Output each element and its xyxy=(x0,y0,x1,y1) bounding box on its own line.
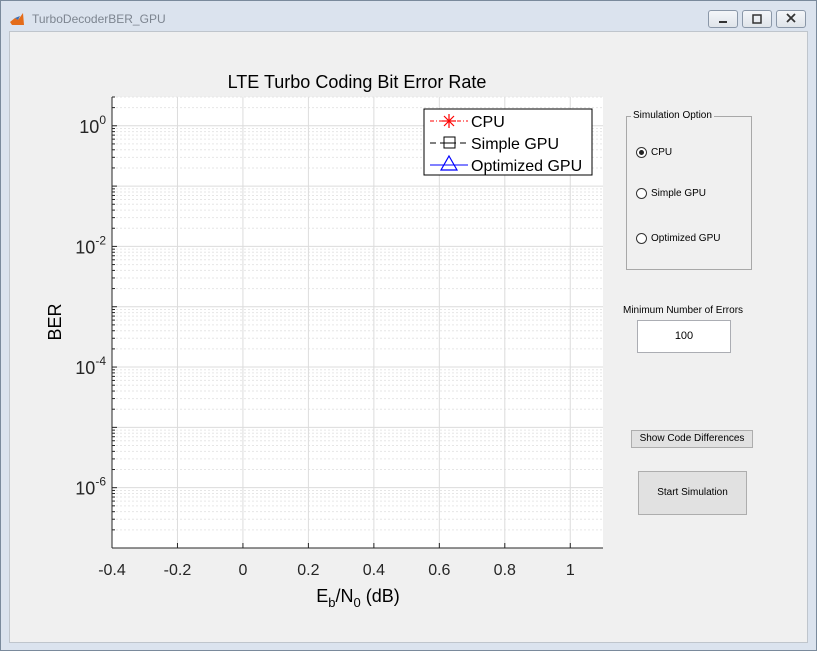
triangle-marker-icon xyxy=(439,154,459,171)
legend-label-optimized-gpu: Optimized GPU xyxy=(471,158,582,175)
radio-button-icon[interactable] xyxy=(636,233,647,244)
y-tick-label: 10-6 xyxy=(75,475,106,499)
y-tick-labels: 100 10-2 10-4 10-6 xyxy=(75,113,106,499)
minimize-icon xyxy=(719,21,727,23)
start-simulation-button[interactable]: Start Simulation xyxy=(638,471,747,515)
x-tick-label: 0.2 xyxy=(297,562,319,579)
x-tick-labels: -0.4 -0.2 0 0.2 0.4 0.6 0.8 1 xyxy=(98,562,575,579)
window-title: TurboDecoderBER_GPU xyxy=(32,12,166,26)
legend-item-optimized-gpu: Optimized GPU xyxy=(430,154,582,175)
radio-label-simple-gpu: Simple GPU xyxy=(651,188,707,199)
x-tick-label: -0.2 xyxy=(164,562,192,579)
star-marker-icon xyxy=(442,114,456,128)
close-icon xyxy=(786,13,796,23)
x-tick-label: 0.8 xyxy=(494,562,516,579)
matlab-icon xyxy=(10,13,24,25)
x-tick-label: 0 xyxy=(238,562,247,579)
y-axis-label: BER xyxy=(45,303,65,340)
radio-selected-dot xyxy=(639,150,644,155)
x-tick-label: 0.4 xyxy=(363,562,385,579)
maximize-icon xyxy=(752,14,762,24)
x-axis-label-unit: (dB) xyxy=(366,586,400,606)
x-axis-label-sub-b: b xyxy=(328,595,335,610)
radio-label-cpu: CPU xyxy=(651,147,673,158)
legend-item-simple-gpu: Simple GPU xyxy=(430,136,559,153)
radio-button-icon[interactable] xyxy=(636,188,647,199)
x-axis-label-e: E xyxy=(316,586,328,606)
simulation-option-title: Simulation Option xyxy=(631,110,714,121)
legend-item-cpu: CPU xyxy=(430,114,505,131)
y-tick-label: 10-2 xyxy=(75,233,106,257)
show-code-differences-button[interactable]: Show Code Differences xyxy=(631,430,753,448)
x-axis-label-n: /N xyxy=(336,586,354,606)
radio-simple-gpu[interactable]: Simple GPU xyxy=(636,188,706,199)
radio-optimized-gpu[interactable]: Optimized GPU xyxy=(636,233,720,244)
y-tick-label: 100 xyxy=(79,113,106,137)
legend-label-cpu: CPU xyxy=(471,114,505,131)
min-errors-label: Minimum Number of Errors xyxy=(623,305,744,316)
y-tick-label: 10-4 xyxy=(75,354,106,378)
minimize-button[interactable] xyxy=(708,10,738,28)
ticks xyxy=(111,96,571,549)
maximize-button[interactable] xyxy=(742,10,772,28)
title-bar[interactable]: TurboDecoderBER_GPU xyxy=(1,1,816,37)
radio-label-optimized-gpu: Optimized GPU xyxy=(651,233,721,244)
chart-title: LTE Turbo Coding Bit Error Rate xyxy=(228,72,487,92)
legend-label-simple-gpu: Simple GPU xyxy=(471,136,559,153)
min-errors-input[interactable]: 100 xyxy=(637,320,731,353)
x-tick-label: 1 xyxy=(566,562,575,579)
x-tick-label: -0.4 xyxy=(98,562,126,579)
x-axis-label-sub-0: 0 xyxy=(354,595,361,610)
legend[interactable]: CPU Simple GPU Optimized GPU xyxy=(423,108,593,176)
radio-cpu[interactable]: CPU xyxy=(636,147,672,158)
x-axis-label: Eb/N0 (dB) xyxy=(316,586,400,610)
close-button[interactable] xyxy=(776,10,806,28)
x-tick-label: 0.6 xyxy=(428,562,450,579)
radio-button-icon[interactable] xyxy=(636,147,647,158)
